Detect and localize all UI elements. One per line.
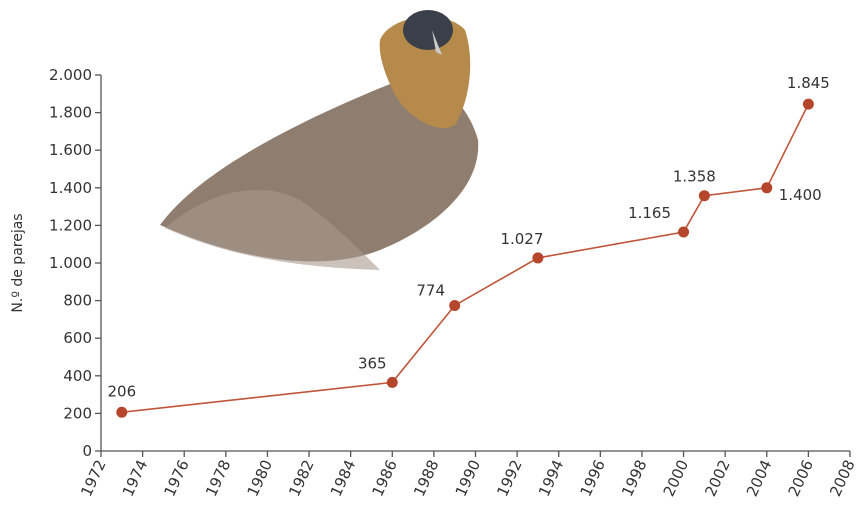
y-tick-label: 600 (63, 329, 92, 347)
x-tick-label: 2000 (660, 457, 692, 499)
y-tick-label: 2.000 (49, 66, 92, 84)
data-label: 1.400 (779, 186, 822, 204)
x-tick-label: 1996 (577, 457, 609, 499)
x-tick-label: 2008 (826, 457, 858, 499)
x-tick-label: 1982 (285, 457, 317, 499)
x-tick-label: 1998 (618, 457, 650, 499)
point (699, 190, 710, 201)
x-tick-label: 1994 (535, 457, 567, 499)
x-tick-label: 1988 (410, 457, 442, 499)
vulture-illustration (160, 10, 478, 270)
data-label: 365 (358, 354, 387, 372)
data-label: 1.165 (628, 204, 671, 222)
point (761, 182, 772, 193)
data-label: 206 (107, 382, 136, 400)
data-label: 1.358 (673, 168, 716, 186)
data-label: 1.845 (787, 74, 830, 92)
x-tick-label: 1980 (244, 457, 276, 499)
point (532, 252, 543, 263)
x-tick-label: 1990 (452, 457, 484, 499)
y-tick-label: 800 (63, 292, 92, 310)
point (803, 99, 814, 110)
y-tick-label: 1.600 (49, 141, 92, 159)
x-tick-label: 1978 (202, 457, 234, 499)
point (387, 377, 398, 388)
x-tick-label: 1986 (368, 457, 400, 499)
y-tick-label: 1.000 (49, 254, 92, 272)
x-tick-label: 1992 (493, 457, 525, 499)
y-tick-label: 0 (82, 442, 92, 460)
y-tick-label: 1.400 (49, 179, 92, 197)
x-tick-label: 1972 (77, 457, 109, 499)
y-tick-label: 200 (63, 404, 92, 422)
x-tick-label: 1984 (327, 457, 359, 499)
x-tick-label: 1976 (160, 457, 192, 499)
x-tick-label: 2004 (743, 457, 775, 499)
y-tick-label: 1.800 (49, 104, 92, 122)
point (449, 300, 460, 311)
chart: N.º de parejas 0 200 400 600 800 1.000 1.200 1.… (0, 0, 858, 513)
point (678, 226, 689, 237)
x-tick-label: 2002 (701, 457, 733, 499)
data-label: 1.027 (500, 230, 543, 248)
y-tick-label: 1.200 (49, 216, 92, 234)
y-axis-label: N.º de parejas (10, 213, 26, 312)
point (116, 407, 127, 418)
x-tick-label: 1974 (119, 457, 151, 499)
data-label: 774 (416, 281, 445, 299)
y-tick-label: 400 (63, 367, 92, 385)
x-tick-label: 2006 (785, 457, 817, 499)
